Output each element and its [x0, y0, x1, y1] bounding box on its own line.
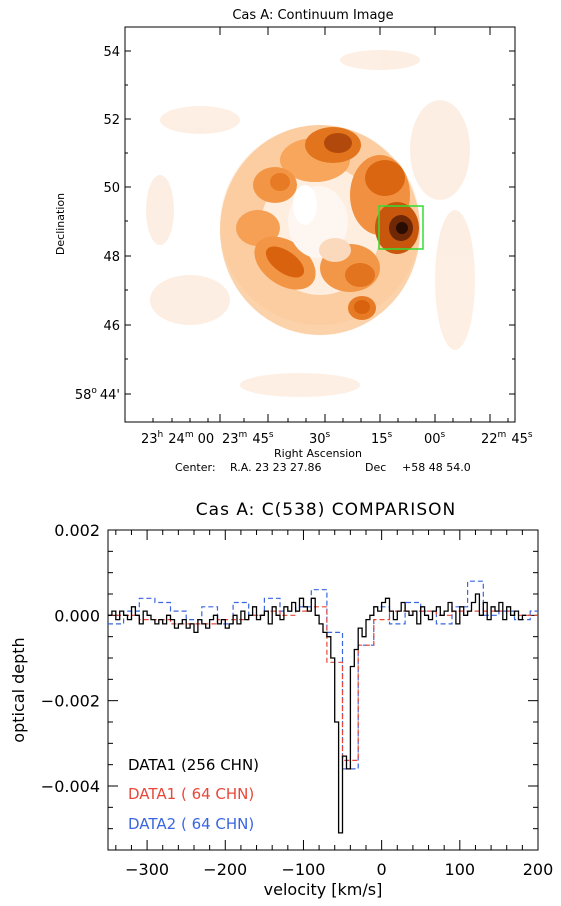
continuum-title: Cas A: Continuum Image: [232, 8, 393, 23]
x-tick-label: −200: [203, 860, 247, 879]
y-tick-label: −0.004: [41, 777, 100, 796]
spectrum-legend: DATA1 (256 CHN) DATA1 ( 64 CHN) DATA2 ( …: [128, 756, 259, 833]
y-tick-label: 46: [103, 319, 120, 334]
x-tick-label: 00s: [424, 430, 446, 447]
spectrum-frame: [107, 529, 539, 851]
continuum-y-ticks: [125, 50, 515, 395]
y-tick-label: 50: [103, 181, 120, 196]
x-tick-label: −300: [125, 860, 169, 879]
series-line-0: [108, 593, 527, 834]
x-tick-label: 100: [445, 860, 476, 879]
spectrum-tick-labels: −300 −200 −100 0 100 200 0.002 0.000 −0.002 −0.00…: [41, 521, 553, 879]
image-background-noise: [146, 50, 475, 397]
x-tick-label: 200: [523, 860, 554, 879]
continuum-image: [125, 27, 515, 422]
y-tick-label: 52: [103, 113, 120, 128]
extraction-box: [378, 205, 424, 250]
x-tick-label: 22m 45s: [481, 430, 533, 447]
continuum-x-ticks: [152, 27, 509, 422]
legend-entry-data1-64: DATA1 ( 64 CHN): [128, 785, 254, 803]
spectrum-series: [108, 580, 538, 834]
y-tick-label: 0.000: [54, 606, 100, 625]
x-tick-label: −100: [281, 860, 325, 879]
legend-entry-data1-256: DATA1 (256 CHN): [128, 756, 259, 774]
spectrum-title: Cas A: C(538) COMPARISON: [196, 500, 456, 520]
continuum-panel: Cas A: Continuum Image: [54, 8, 533, 474]
x-tick-label: 15s: [371, 430, 393, 447]
x-tick-label: 30s: [309, 430, 331, 447]
center-caption: Center: R.A. 23 23 27.86 Dec +58 48 54.0: [175, 461, 471, 474]
legend-entry-data2-64: DATA2 ( 64 CHN): [128, 815, 254, 833]
y-tick-label: 0.002: [54, 521, 100, 540]
continuum-x-tick-labels: 23h 24m 00 23m 45s 30s 15s 00s 22m 45s: [141, 430, 533, 447]
series-line-2: [108, 580, 538, 770]
y-origin-tick-label: 58o 44': [75, 386, 120, 403]
x-tick-label: 0: [377, 860, 387, 879]
continuum-ylabel: Declination: [54, 193, 67, 255]
y-tick-label: 48: [103, 250, 120, 265]
spectrum-panel: Cas A: C(538) COMPARISON −300 −200 −100 0 10…: [9, 500, 553, 899]
continuum-xlabel: Right Ascension: [274, 447, 362, 460]
x-tick-label: 23h 24m 00: [141, 430, 214, 447]
spectrum-ylabel: optical depth: [9, 637, 28, 742]
continuum-y-tick-labels: 54 52 50 48 46 58o 44': [75, 45, 120, 403]
x-tick-label: 23m 45s: [222, 430, 274, 447]
center-label: Center:: [175, 461, 216, 474]
continuum-frame: [124, 26, 516, 423]
center-ra: R.A. 23 23 27.86: [230, 461, 322, 474]
spectrum-ticks: [108, 529, 539, 850]
center-dec-value: +58 48 54.0: [402, 461, 471, 474]
center-dec-label: Dec: [365, 461, 386, 474]
remnant-ring: [220, 125, 420, 335]
y-tick-label: 54: [103, 45, 120, 60]
spectrum-xlabel: velocity [km/s]: [264, 880, 383, 899]
y-tick-label: −0.002: [41, 692, 100, 711]
series-line-1: [108, 606, 538, 761]
